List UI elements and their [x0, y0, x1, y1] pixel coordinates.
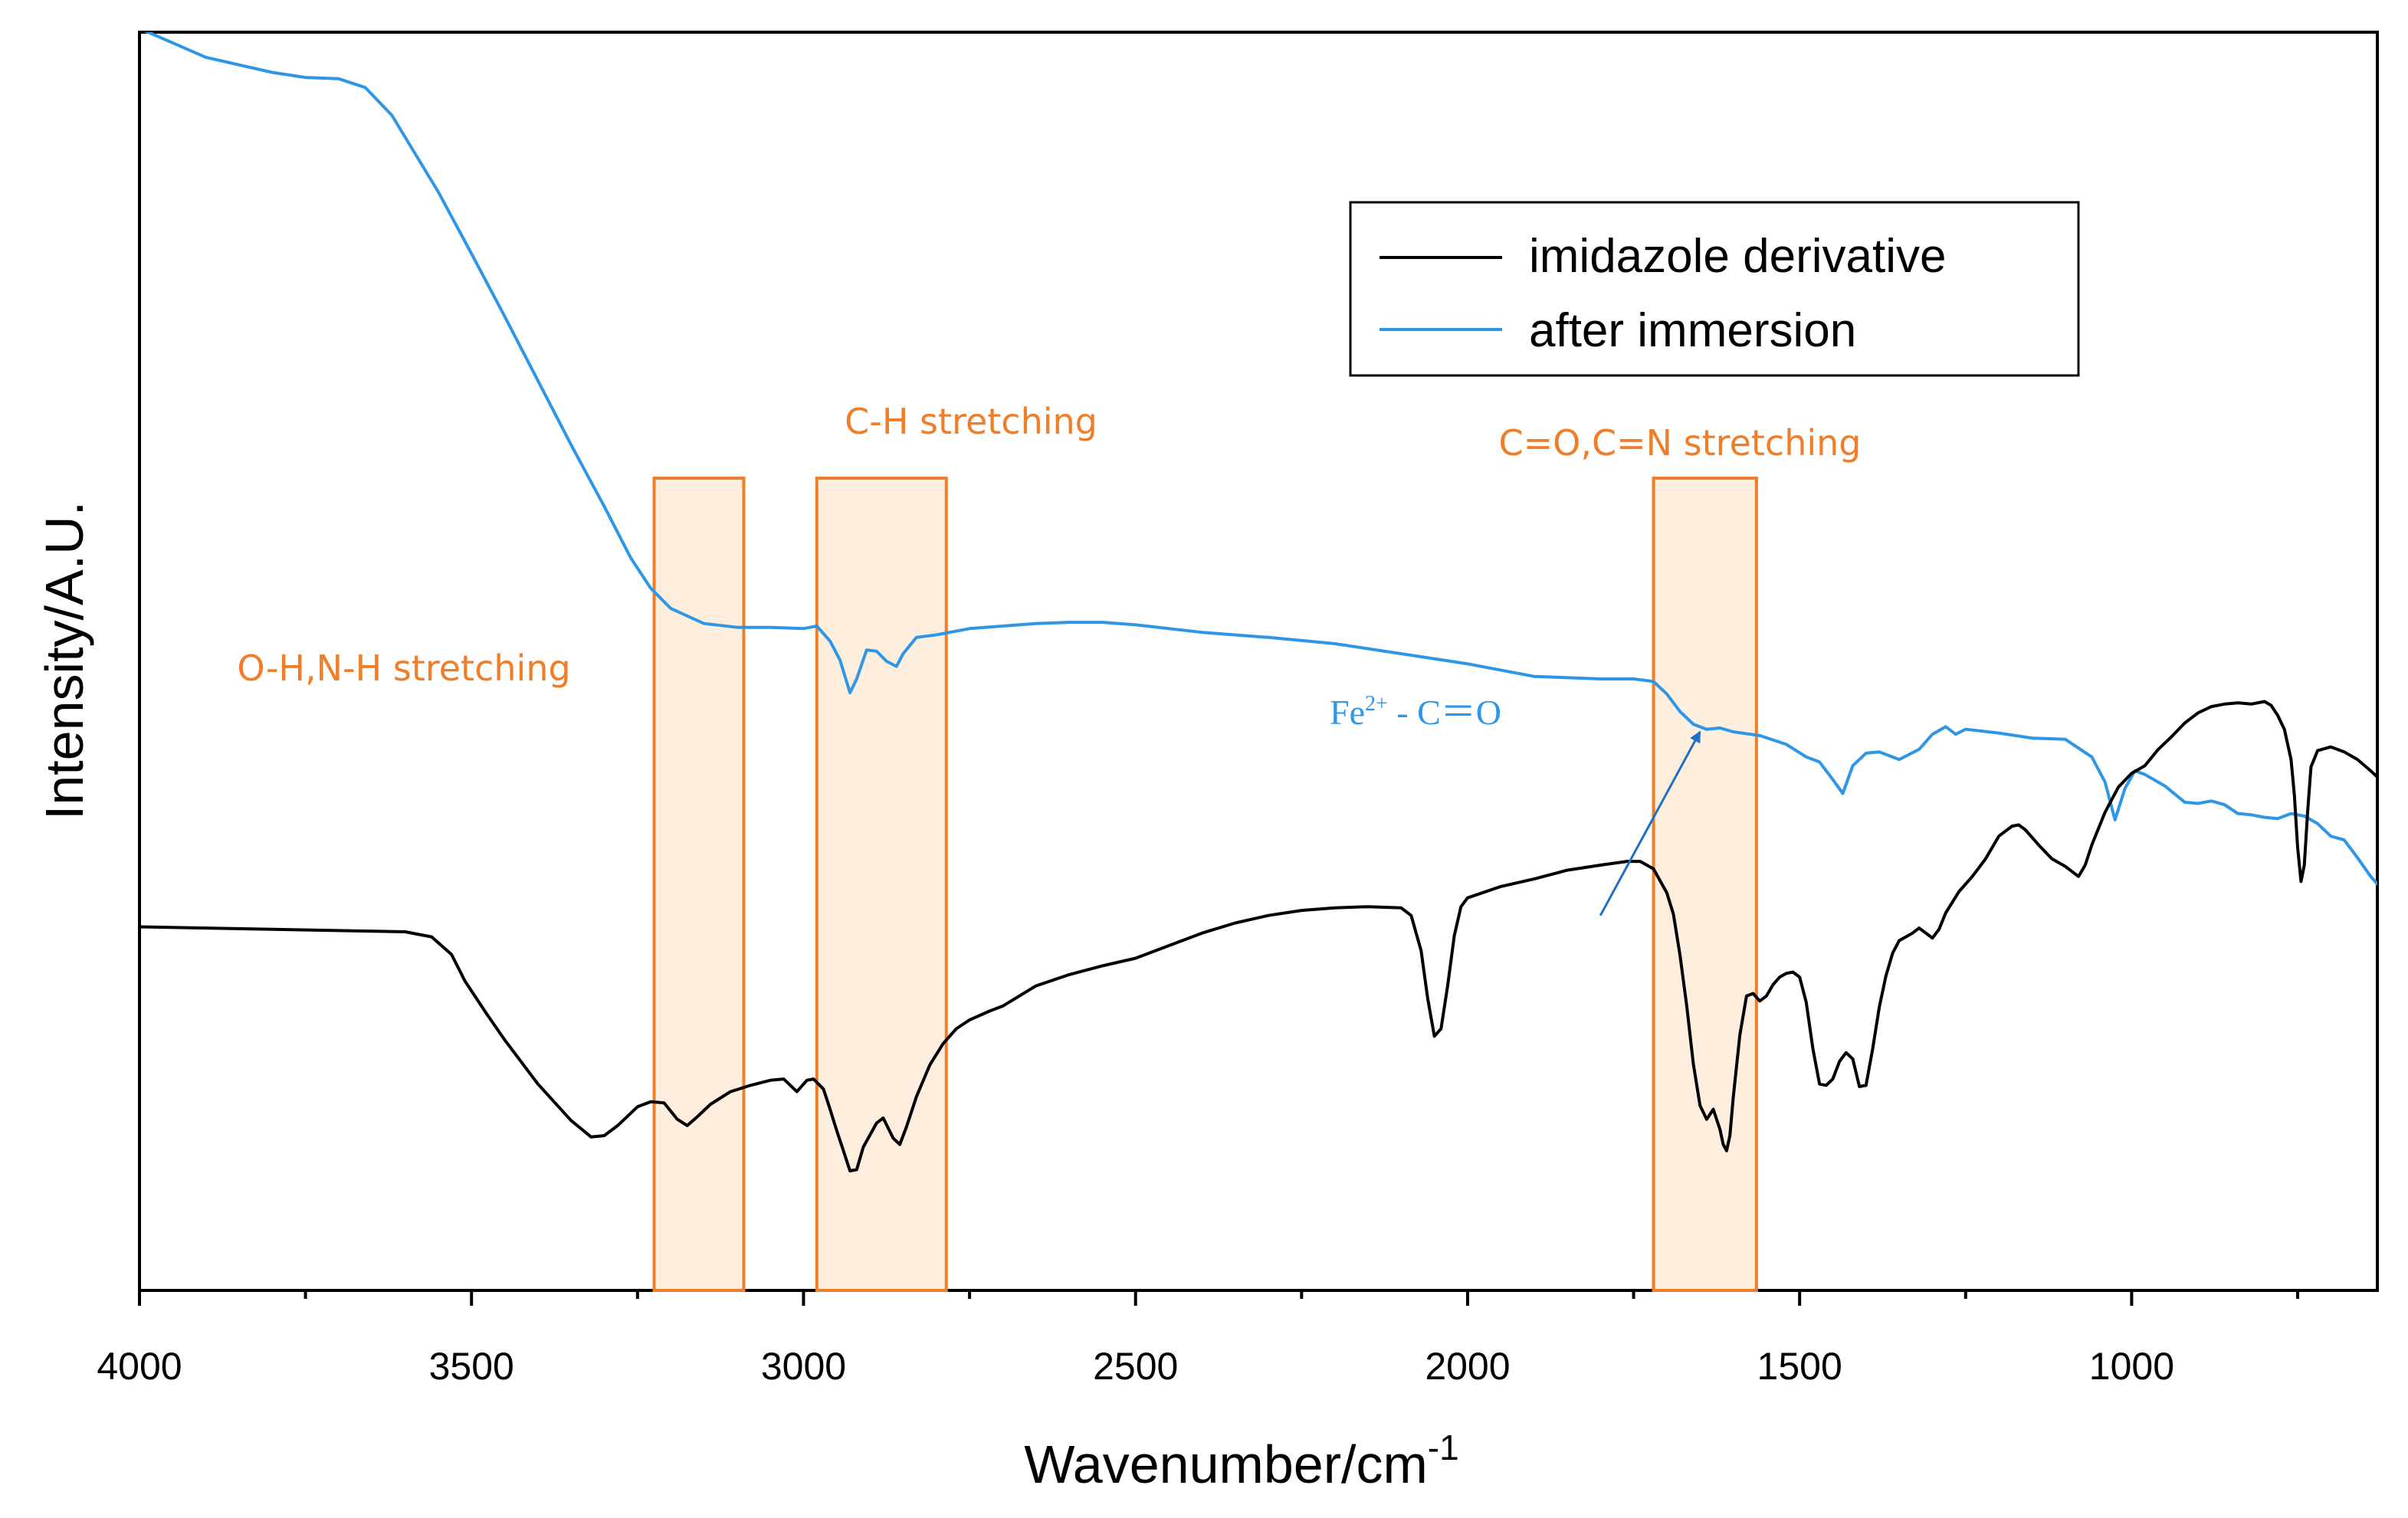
highlight-band [652, 477, 746, 1292]
x-tick-label: 3500 [429, 1345, 514, 1388]
plot-frame [138, 31, 2379, 1292]
series-line-imidazole-derivative [139, 700, 2377, 1172]
highlight-bands [652, 477, 1758, 1292]
annotation-oh-nh: O-H,N-H stretching [237, 648, 570, 689]
x-tick-label: 1500 [1757, 1345, 1842, 1388]
highlight-band [815, 477, 948, 1292]
x-tick-label: 2500 [1093, 1345, 1178, 1388]
annotation-fe-co: Fe2+ - C＝O [1330, 692, 1501, 732]
x-tick-label: 4000 [97, 1345, 182, 1388]
x-ticks [138, 1290, 2300, 1306]
x-tick-label: 3000 [761, 1345, 846, 1388]
annotation-ch: C-H stretching [845, 401, 1097, 442]
fe-annotation-arrow [1599, 730, 1701, 916]
x-tick-label: 2000 [1425, 1345, 1510, 1388]
highlight-band [1652, 477, 1758, 1292]
legend-label-imidazole: imidazole derivative [1529, 230, 1946, 283]
series-layer [139, 32, 2377, 1172]
series-line-after-immersion [144, 32, 2377, 886]
legend: imidazole derivative after immersion [1349, 201, 2080, 377]
legend-label-after-immersion: after immersion [1529, 304, 1856, 357]
x-tick-labels: 4000 3500 3000 2500 2000 1500 1000 [97, 1345, 2174, 1388]
y-axis-title: Intensity/A.U. [34, 501, 94, 820]
annotation-co-cn: C=O,C=N stretching [1498, 422, 1861, 464]
x-tick-label: 1000 [2089, 1345, 2174, 1388]
x-axis-title: Wavenumber/cm-1 [1024, 1428, 1458, 1494]
legend-box [1349, 201, 2080, 377]
